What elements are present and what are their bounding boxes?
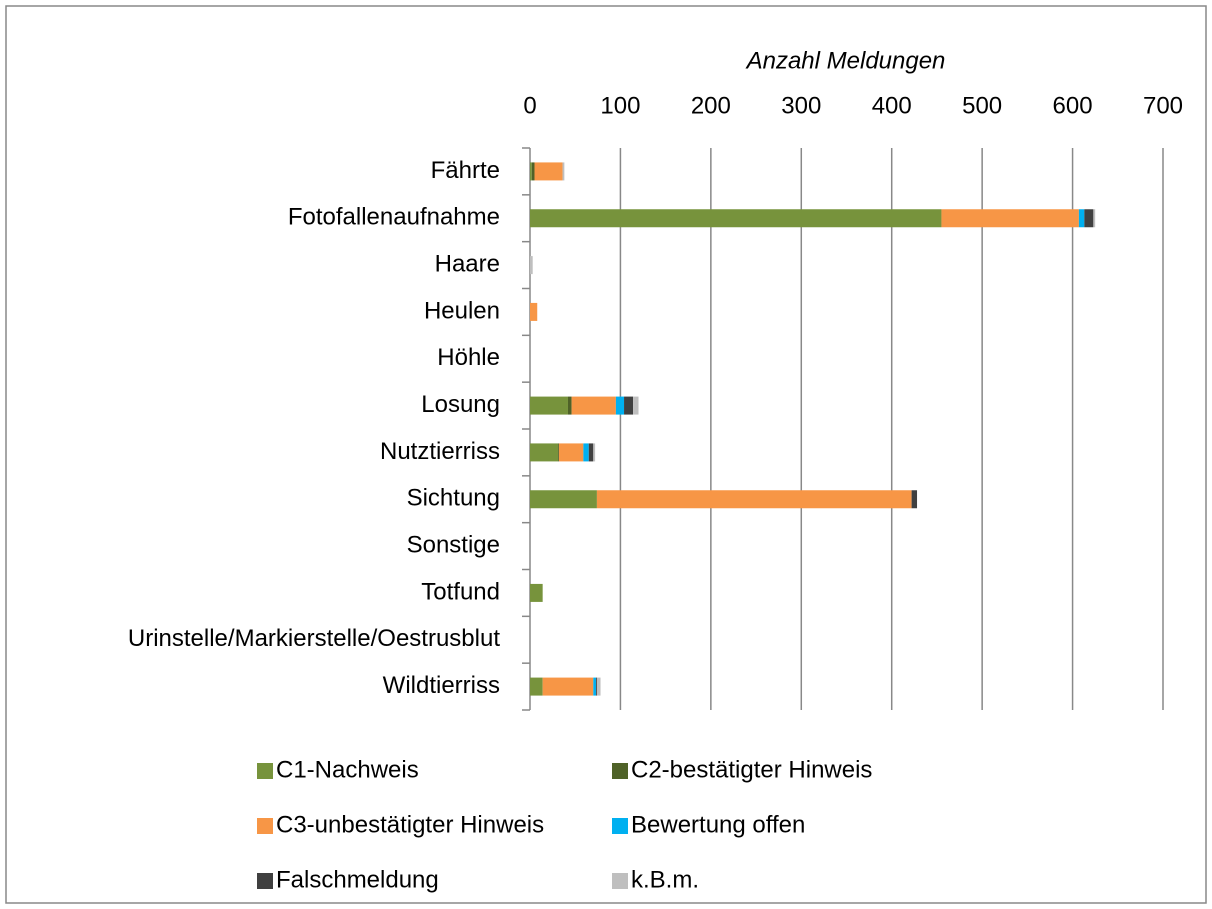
x-tick-label: 0 [523,92,536,119]
bar-segment [530,256,533,275]
bar-segment [596,677,597,696]
y-tick-label: Sonstige [407,531,500,558]
y-tick-label: Fotofallenaufnahme [288,204,500,231]
chart-frame [5,5,1207,904]
x-tick-label: 200 [691,92,731,119]
legend-swatch [612,873,628,889]
legend-label: C3-unbestätigter Hinweis [276,811,544,838]
y-tick-label: Höhle [437,344,500,371]
legend-label: k.B.m. [631,866,699,893]
bar-segment [571,396,616,415]
y-tick-label: Totfund [421,578,500,605]
bar-segment [530,583,543,602]
bar-segment [534,162,563,181]
legend-swatch [612,818,628,834]
bar-segment [596,677,601,696]
bar-segment [593,443,596,462]
y-tick-label: Fährte [431,157,500,184]
y-tick-label: Heulen [424,297,500,324]
x-tick-label: 100 [600,92,640,119]
bar-segment [1084,209,1094,228]
bar-segment [530,396,568,415]
x-tick-label: 500 [962,92,1002,119]
legend-label: Bewertung offen [631,811,805,838]
x-tick-label: 700 [1143,92,1183,119]
bar-segment [531,162,535,181]
bar-segment [530,677,543,696]
bar-segment [1093,209,1096,228]
bar-segment [583,443,589,462]
legend-swatch [612,763,628,779]
x-tick-label: 400 [872,92,912,119]
axis-title: Anzahl Meldungen [745,47,946,74]
bar-segment [530,490,597,509]
legend-label: C2-bestätigter Hinweis [631,756,872,783]
bar-segment [542,677,594,696]
bar-segment [567,396,572,415]
y-tick-label: Haare [435,250,500,277]
bar-segment [562,162,565,181]
y-tick-label: Losung [421,391,500,418]
y-tick-label: Sichtung [407,485,500,512]
bar-segment [588,443,594,462]
legend-label: C1-Nachweis [276,756,419,783]
bar-segment [911,490,918,509]
bar-segment [530,302,538,321]
bar-segment [615,396,625,415]
y-tick-label: Nutztierriss [380,438,500,465]
x-tick-label: 300 [781,92,821,119]
y-tick-label: Urinstelle/Markierstelle/Oestrusblut [128,625,500,652]
bar-segment [558,443,584,462]
legend-label: Falschmeldung [276,866,439,893]
bar-segment [624,396,634,415]
y-tick-label: Wildtierriss [383,672,500,699]
bar-segment [558,443,559,462]
bar-segment [596,490,912,509]
bar-segment [530,443,559,462]
x-tick-label: 600 [1053,92,1093,119]
bar-segment [941,209,1079,228]
bar-segment [530,209,942,228]
bar-segment [633,396,639,415]
bar-segment [530,162,532,181]
bar-segment [593,677,597,696]
bar-segment [1078,209,1085,228]
legend-swatch [257,873,273,889]
legend-swatch [257,763,273,779]
legend-swatch [257,818,273,834]
